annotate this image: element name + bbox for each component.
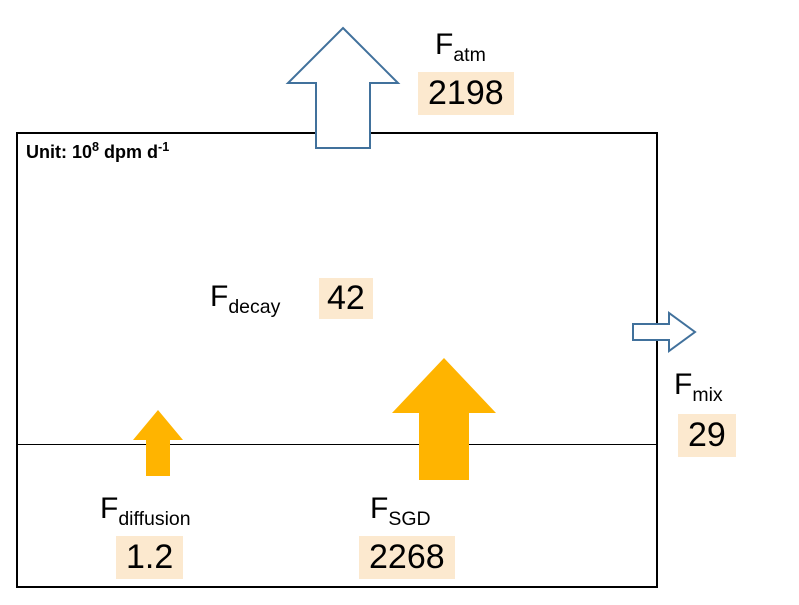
arrow-diffusion (133, 410, 183, 476)
label-decay: Fdecay (210, 280, 280, 319)
value-mix: 29 (678, 414, 736, 457)
arrow-sgd (392, 358, 496, 480)
label-sgd: FSGD (370, 492, 431, 531)
arrow-atm (288, 28, 398, 148)
arrow-mix (633, 313, 695, 351)
label-atm-F: F (435, 28, 453, 61)
label-decay-sub: decay (228, 296, 280, 318)
label-decay-F: F (210, 280, 228, 313)
label-diffusion-F: F (100, 492, 118, 525)
unit-text-1: Unit: 10 (26, 142, 92, 162)
value-decay: 42 (319, 278, 373, 319)
label-diffusion: Fdiffusion (100, 492, 191, 531)
label-mix-F: F (674, 368, 692, 401)
label-mix: Fmix (674, 368, 723, 407)
value-diffusion: 1.2 (116, 536, 183, 579)
value-sgd: 2268 (359, 536, 455, 579)
label-diffusion-sub: diffusion (118, 508, 190, 530)
label-mix-sub: mix (692, 384, 722, 406)
unit-exp-2: -1 (158, 140, 169, 154)
unit-exp-1: 8 (92, 140, 99, 154)
inner-horizontal-line (18, 444, 656, 445)
label-sgd-F: F (370, 492, 388, 525)
unit-label: Unit: 108 dpm d-1 (26, 140, 169, 163)
label-sgd-sub: SGD (388, 508, 430, 530)
value-atm: 2198 (418, 72, 514, 115)
unit-text-2: dpm d (99, 142, 158, 162)
label-atm-sub: atm (453, 44, 486, 66)
label-atm: Fatm (435, 28, 486, 67)
